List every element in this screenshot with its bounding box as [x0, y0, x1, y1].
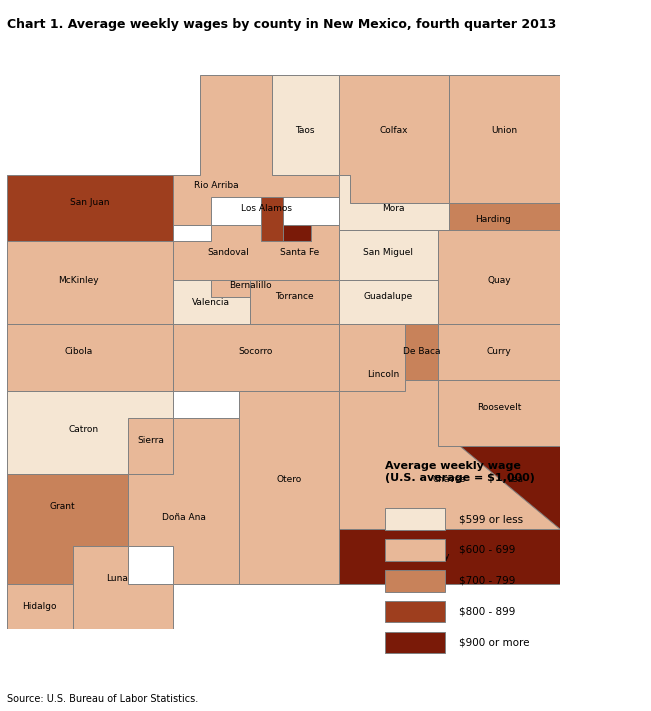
Text: Sandoval: Sandoval [207, 248, 249, 257]
Polygon shape [173, 280, 250, 324]
Polygon shape [449, 75, 560, 203]
Text: Mora: Mora [383, 203, 405, 213]
FancyBboxPatch shape [385, 570, 445, 592]
Text: Chart 1. Average weekly wages by county in New Mexico, fourth quarter 2013: Chart 1. Average weekly wages by county … [7, 18, 556, 31]
Text: Hidalgo: Hidalgo [23, 602, 57, 611]
Polygon shape [128, 418, 239, 584]
Text: Doña Ana: Doña Ana [161, 513, 206, 523]
Text: Chaves: Chaves [433, 475, 465, 483]
Text: Lincoln: Lincoln [367, 370, 399, 378]
Polygon shape [405, 324, 438, 380]
Polygon shape [272, 75, 339, 175]
Polygon shape [261, 197, 311, 241]
Polygon shape [173, 197, 339, 296]
Polygon shape [7, 584, 73, 629]
Text: San Miguel: San Miguel [363, 248, 413, 257]
Text: San Juan: San Juan [70, 198, 109, 207]
Text: Rio Arriba: Rio Arriba [195, 181, 239, 191]
Polygon shape [339, 280, 438, 324]
Text: Cibola: Cibola [64, 348, 92, 356]
Text: Eddy: Eddy [427, 552, 449, 561]
Text: Curry: Curry [486, 348, 512, 356]
Polygon shape [460, 446, 560, 529]
Text: Quay: Quay [487, 275, 511, 284]
Text: Valencia: Valencia [192, 298, 230, 306]
FancyBboxPatch shape [385, 508, 445, 530]
Text: Average weekly wage
(U.S. average = $1,000): Average weekly wage (U.S. average = $1,0… [385, 461, 534, 483]
Text: Socorro: Socorro [238, 348, 273, 356]
Text: Guadalupe: Guadalupe [364, 292, 413, 301]
Text: Catron: Catron [69, 425, 99, 434]
Polygon shape [438, 324, 560, 380]
Text: McKinley: McKinley [58, 275, 99, 284]
Text: Bernalillo: Bernalillo [229, 281, 271, 290]
Text: Roosevelt: Roosevelt [477, 402, 521, 412]
Polygon shape [173, 324, 339, 390]
Text: Sierra: Sierra [137, 436, 164, 445]
Text: De Baca: De Baca [403, 348, 440, 356]
Text: Lea: Lea [508, 475, 523, 483]
Polygon shape [438, 380, 560, 446]
Text: $900 or more: $900 or more [458, 638, 529, 648]
Polygon shape [73, 545, 173, 629]
Polygon shape [7, 390, 173, 474]
Text: Taos: Taos [296, 126, 315, 135]
Polygon shape [7, 474, 128, 584]
Polygon shape [128, 418, 173, 474]
Polygon shape [239, 390, 339, 584]
Text: Santa Fe: Santa Fe [280, 248, 320, 257]
Polygon shape [438, 230, 560, 324]
Text: Colfax: Colfax [380, 126, 408, 135]
Text: $599 or less: $599 or less [458, 514, 523, 524]
Polygon shape [173, 75, 339, 225]
Polygon shape [449, 203, 560, 269]
Text: Los Alamos: Los Alamos [241, 203, 292, 213]
Text: Torrance: Torrance [275, 292, 314, 301]
Polygon shape [7, 324, 173, 390]
Text: Harding: Harding [476, 215, 511, 224]
Text: Grant: Grant [49, 503, 75, 511]
Polygon shape [7, 175, 200, 241]
FancyBboxPatch shape [385, 602, 445, 623]
Text: Union: Union [492, 126, 518, 135]
Polygon shape [211, 280, 311, 296]
Text: $800 - 899: $800 - 899 [458, 606, 515, 617]
Polygon shape [339, 75, 449, 203]
Polygon shape [339, 380, 560, 529]
Polygon shape [339, 324, 438, 435]
FancyBboxPatch shape [385, 540, 445, 560]
Polygon shape [339, 230, 438, 280]
Polygon shape [250, 225, 339, 296]
Text: Source: U.S. Bureau of Labor Statistics.: Source: U.S. Bureau of Labor Statistics. [7, 694, 198, 704]
Text: Luna: Luna [106, 574, 128, 583]
Text: $700 - 799: $700 - 799 [458, 576, 515, 586]
FancyBboxPatch shape [385, 632, 445, 653]
Polygon shape [7, 241, 173, 324]
Polygon shape [339, 529, 560, 584]
Text: Otero: Otero [276, 475, 301, 483]
Text: $600 - 699: $600 - 699 [458, 545, 515, 555]
Polygon shape [339, 175, 449, 230]
Polygon shape [250, 280, 339, 324]
